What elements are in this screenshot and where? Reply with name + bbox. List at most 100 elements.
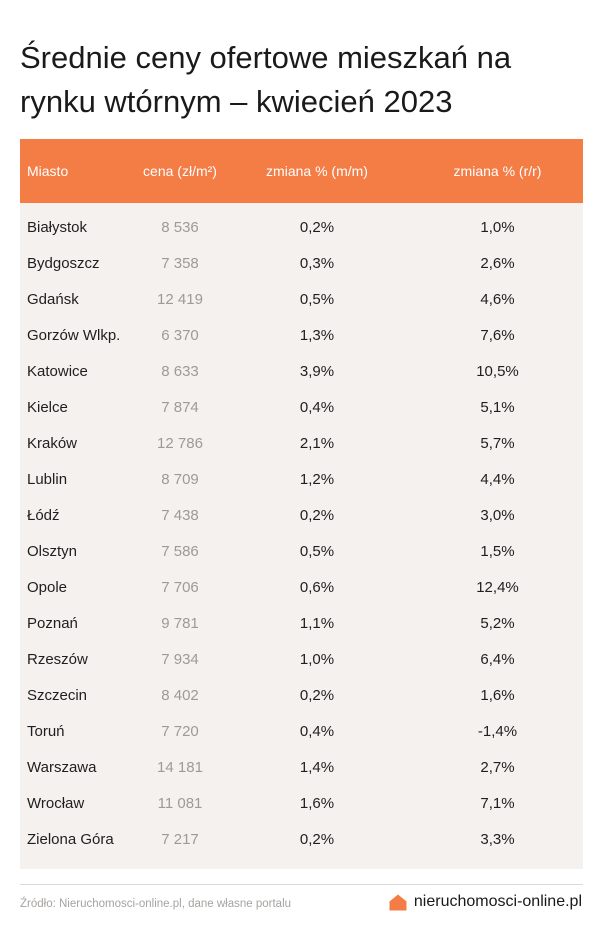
table-row: Olsztyn 7 586 0,5% 1,5%: [20, 533, 583, 569]
city-cell: Wrocław: [27, 794, 85, 812]
city-cell: Opole: [27, 578, 68, 596]
price-cell: 12 786: [157, 434, 203, 452]
table-header: Miasto cena (zł/m²) zmiana % (m/m) zmian…: [20, 139, 583, 203]
change-rr-cell: 7,1%: [480, 794, 515, 812]
table-row: Opole 7 706 0,6% 12,4%: [20, 569, 583, 605]
change-mm-cell: 0,2%: [299, 830, 335, 848]
change-rr-cell: 3,0%: [480, 506, 515, 524]
page-title: Średnie ceny ofertowe mieszkań na rynku …: [20, 40, 512, 119]
table-row: Gdańsk 12 419 0,5% 4,6%: [20, 281, 583, 317]
city-cell: Kielce: [27, 398, 68, 416]
city-cell: Lublin: [27, 470, 68, 488]
change-rr-cell: 1,6%: [480, 686, 515, 704]
table-row: Poznań 9 781 1,1% 5,2%: [20, 605, 583, 641]
change-mm-cell: 0,4%: [299, 722, 335, 740]
header-price: cena (zł/m²): [143, 163, 217, 179]
city-cell: Olsztyn: [27, 542, 78, 560]
change-mm-cell: 1,0%: [299, 650, 335, 668]
price-cell: 7 217: [161, 830, 199, 848]
change-rr-cell: 3,3%: [480, 830, 515, 848]
footer-divider: [20, 884, 583, 885]
price-cell: 7 358: [161, 254, 199, 272]
city-cell: Łódź: [27, 506, 60, 524]
price-cell: 7 934: [161, 650, 199, 668]
table-row: Kielce 7 874 0,4% 5,1%: [20, 389, 583, 425]
city-cell: Gdańsk: [27, 290, 79, 308]
city-cell: Poznań: [27, 614, 78, 632]
table-row: Zielona Góra 7 217 0,2% 3,3%: [20, 821, 583, 857]
table-row: Bydgoszcz 7 358 0,3% 2,6%: [20, 245, 583, 281]
change-rr-cell: 5,7%: [480, 434, 515, 452]
change-rr-cell: 2,7%: [480, 758, 515, 776]
table-row: Kraków 12 786 2,1% 5,7%: [20, 425, 583, 461]
price-cell: 14 181: [157, 758, 203, 776]
change-mm-cell: 0,5%: [299, 542, 335, 560]
change-rr-cell: 4,6%: [480, 290, 515, 308]
table-row: Lublin 8 709 1,2% 4,4%: [20, 461, 583, 497]
change-rr-cell: 5,2%: [480, 614, 515, 632]
change-rr-cell: 2,6%: [480, 254, 515, 272]
change-mm-cell: 0,4%: [299, 398, 335, 416]
change-rr-cell: 12,4%: [476, 578, 519, 596]
city-cell: Szczecin: [27, 686, 88, 704]
change-mm-cell: 0,6%: [299, 578, 335, 596]
city-cell: Białystok: [27, 218, 88, 236]
price-cell: 8 633: [161, 362, 199, 380]
price-cell: 7 586: [161, 542, 199, 560]
change-rr-cell: -1,4%: [477, 722, 518, 740]
change-rr-cell: 5,1%: [480, 398, 515, 416]
change-mm-cell: 0,3%: [299, 254, 335, 272]
change-rr-cell: 1,5%: [480, 542, 515, 560]
table-row: Wrocław 11 081 1,6% 7,1%: [20, 785, 583, 821]
table-row: Rzeszów 7 934 1,0% 6,4%: [20, 641, 583, 677]
city-cell: Katowice: [27, 362, 88, 380]
city-cell: Toruń: [27, 722, 65, 740]
change-mm-cell: 1,6%: [299, 794, 335, 812]
price-cell: 7 720: [161, 722, 199, 740]
table-body: Białystok 8 536 0,2% 1,0% Bydgoszcz 7 358 0,3%…: [20, 203, 583, 857]
change-mm-cell: 1,4%: [299, 758, 335, 776]
price-cell: 8 402: [161, 686, 199, 704]
city-cell: Bydgoszcz: [27, 254, 100, 272]
price-cell: 9 781: [161, 614, 199, 632]
table-row: Białystok 8 536 0,2% 1,0%: [20, 209, 583, 245]
table-row: Łódź 7 438 0,2% 3,0%: [20, 497, 583, 533]
price-cell: 12 419: [157, 290, 203, 308]
city-cell: Kraków: [27, 434, 78, 452]
change-rr-cell: 4,4%: [480, 470, 515, 488]
brand-logo[interactable]: nieruchomosci-online.pl: [389, 893, 582, 911]
table-row: Szczecin 8 402 0,2% 1,6%: [20, 677, 583, 713]
price-cell: 8 709: [161, 470, 199, 488]
change-mm-cell: 0,2%: [299, 218, 335, 236]
change-mm-cell: 0,5%: [299, 290, 335, 308]
change-mm-cell: 0,2%: [299, 506, 335, 524]
table-row: Toruń 7 720 0,4% -1,4%: [20, 713, 583, 749]
brand-name: nieruchomosci-online.pl: [413, 893, 582, 910]
price-cell: 11 081: [157, 794, 203, 812]
change-rr-cell: 1,0%: [480, 218, 515, 236]
price-cell: 7 438: [161, 506, 199, 524]
change-rr-cell: 7,6%: [480, 326, 515, 344]
price-cell: 6 370: [161, 326, 199, 344]
city-cell: Rzeszów: [27, 650, 88, 668]
change-mm-cell: 3,9%: [299, 362, 335, 380]
header-city: Miasto: [27, 163, 69, 179]
city-cell: Gorzów Wlkp.: [27, 326, 121, 344]
table-row: Gorzów Wlkp. 6 370 1,3% 7,6%: [20, 317, 583, 353]
prices-table: Miasto cena (zł/m²) zmiana % (m/m) zmian…: [20, 139, 583, 869]
table-row: Katowice 8 633 3,9% 10,5%: [20, 353, 583, 389]
city-cell: Warszawa: [27, 758, 97, 776]
change-mm-cell: 1,2%: [299, 470, 335, 488]
table-row: Warszawa 14 181 1,4% 2,7%: [20, 749, 583, 785]
price-cell: 7 706: [161, 578, 199, 596]
change-mm-cell: 1,1%: [299, 614, 335, 632]
change-rr-cell: 10,5%: [476, 362, 519, 380]
source-note: Źródło: Nieruchomosci-online.pl, dane wł…: [20, 898, 292, 910]
change-mm-cell: 0,2%: [299, 686, 335, 704]
price-cell: 8 536: [161, 218, 199, 236]
city-cell: Zielona Góra: [27, 830, 114, 848]
house-icon: [389, 894, 407, 910]
price-cell: 7 874: [161, 398, 199, 416]
header-change-rr: zmiana % (r/r): [453, 163, 542, 179]
change-rr-cell: 6,4%: [480, 650, 515, 668]
